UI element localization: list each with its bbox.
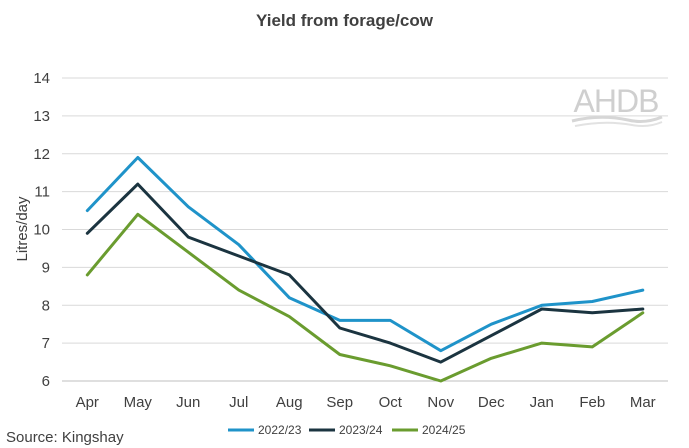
x-tick-label: May [124,394,153,411]
chart-title: Yield from forage/cow [256,11,434,30]
x-tick-label: Nov [427,394,454,411]
x-tick-label: Jun [176,394,200,411]
legend-label: 2024/25 [422,423,466,437]
x-tick-label: Sep [326,394,353,411]
logo-swoosh-2 [574,121,663,127]
y-tick-label: 8 [42,297,50,314]
source-note: Source: Kingshay [6,429,124,446]
y-tick-label: 10 [33,222,50,239]
x-tick-label: Oct [379,394,403,411]
y-tick-label: 14 [33,70,50,87]
y-tick-label: 12 [33,146,50,163]
x-tick-label: Feb [579,394,605,411]
y-tick-label: 13 [33,108,50,125]
x-tick-label: Apr [76,394,99,411]
ahdb-logo: AHDB [571,83,663,127]
y-axis-label: Litres/day [14,196,31,262]
gridlines [62,77,668,382]
legend-label: 2022/23 [258,423,302,437]
series-line-2023-24 [85,182,645,364]
y-tick-label: 7 [42,335,50,352]
x-tick-label: Mar [630,394,656,411]
x-tick-label: Aug [276,394,303,411]
logo-text: AHDB [574,83,659,119]
legend: 2022/23 2023/24 2024/25 [228,423,466,437]
series-line-2022-23 [85,156,645,353]
x-tick-label: Dec [478,394,505,411]
x-tick-label: Jan [530,394,554,411]
series-lines [85,156,645,383]
x-tick-label: Jul [229,394,248,411]
series-line-2024-25 [85,212,645,383]
legend-label: 2023/24 [339,423,383,437]
y-tick-label: 9 [42,259,50,276]
y-tick-label: 6 [42,373,50,390]
y-tick-label: 11 [34,184,50,201]
y-ticks: 6 7 8 9 10 11 12 13 14 [33,70,50,390]
logo-swoosh [571,115,663,123]
x-ticks: Apr May Jun Jul Aug Sep Oct Nov Dec Jan Feb Mar [76,394,656,411]
